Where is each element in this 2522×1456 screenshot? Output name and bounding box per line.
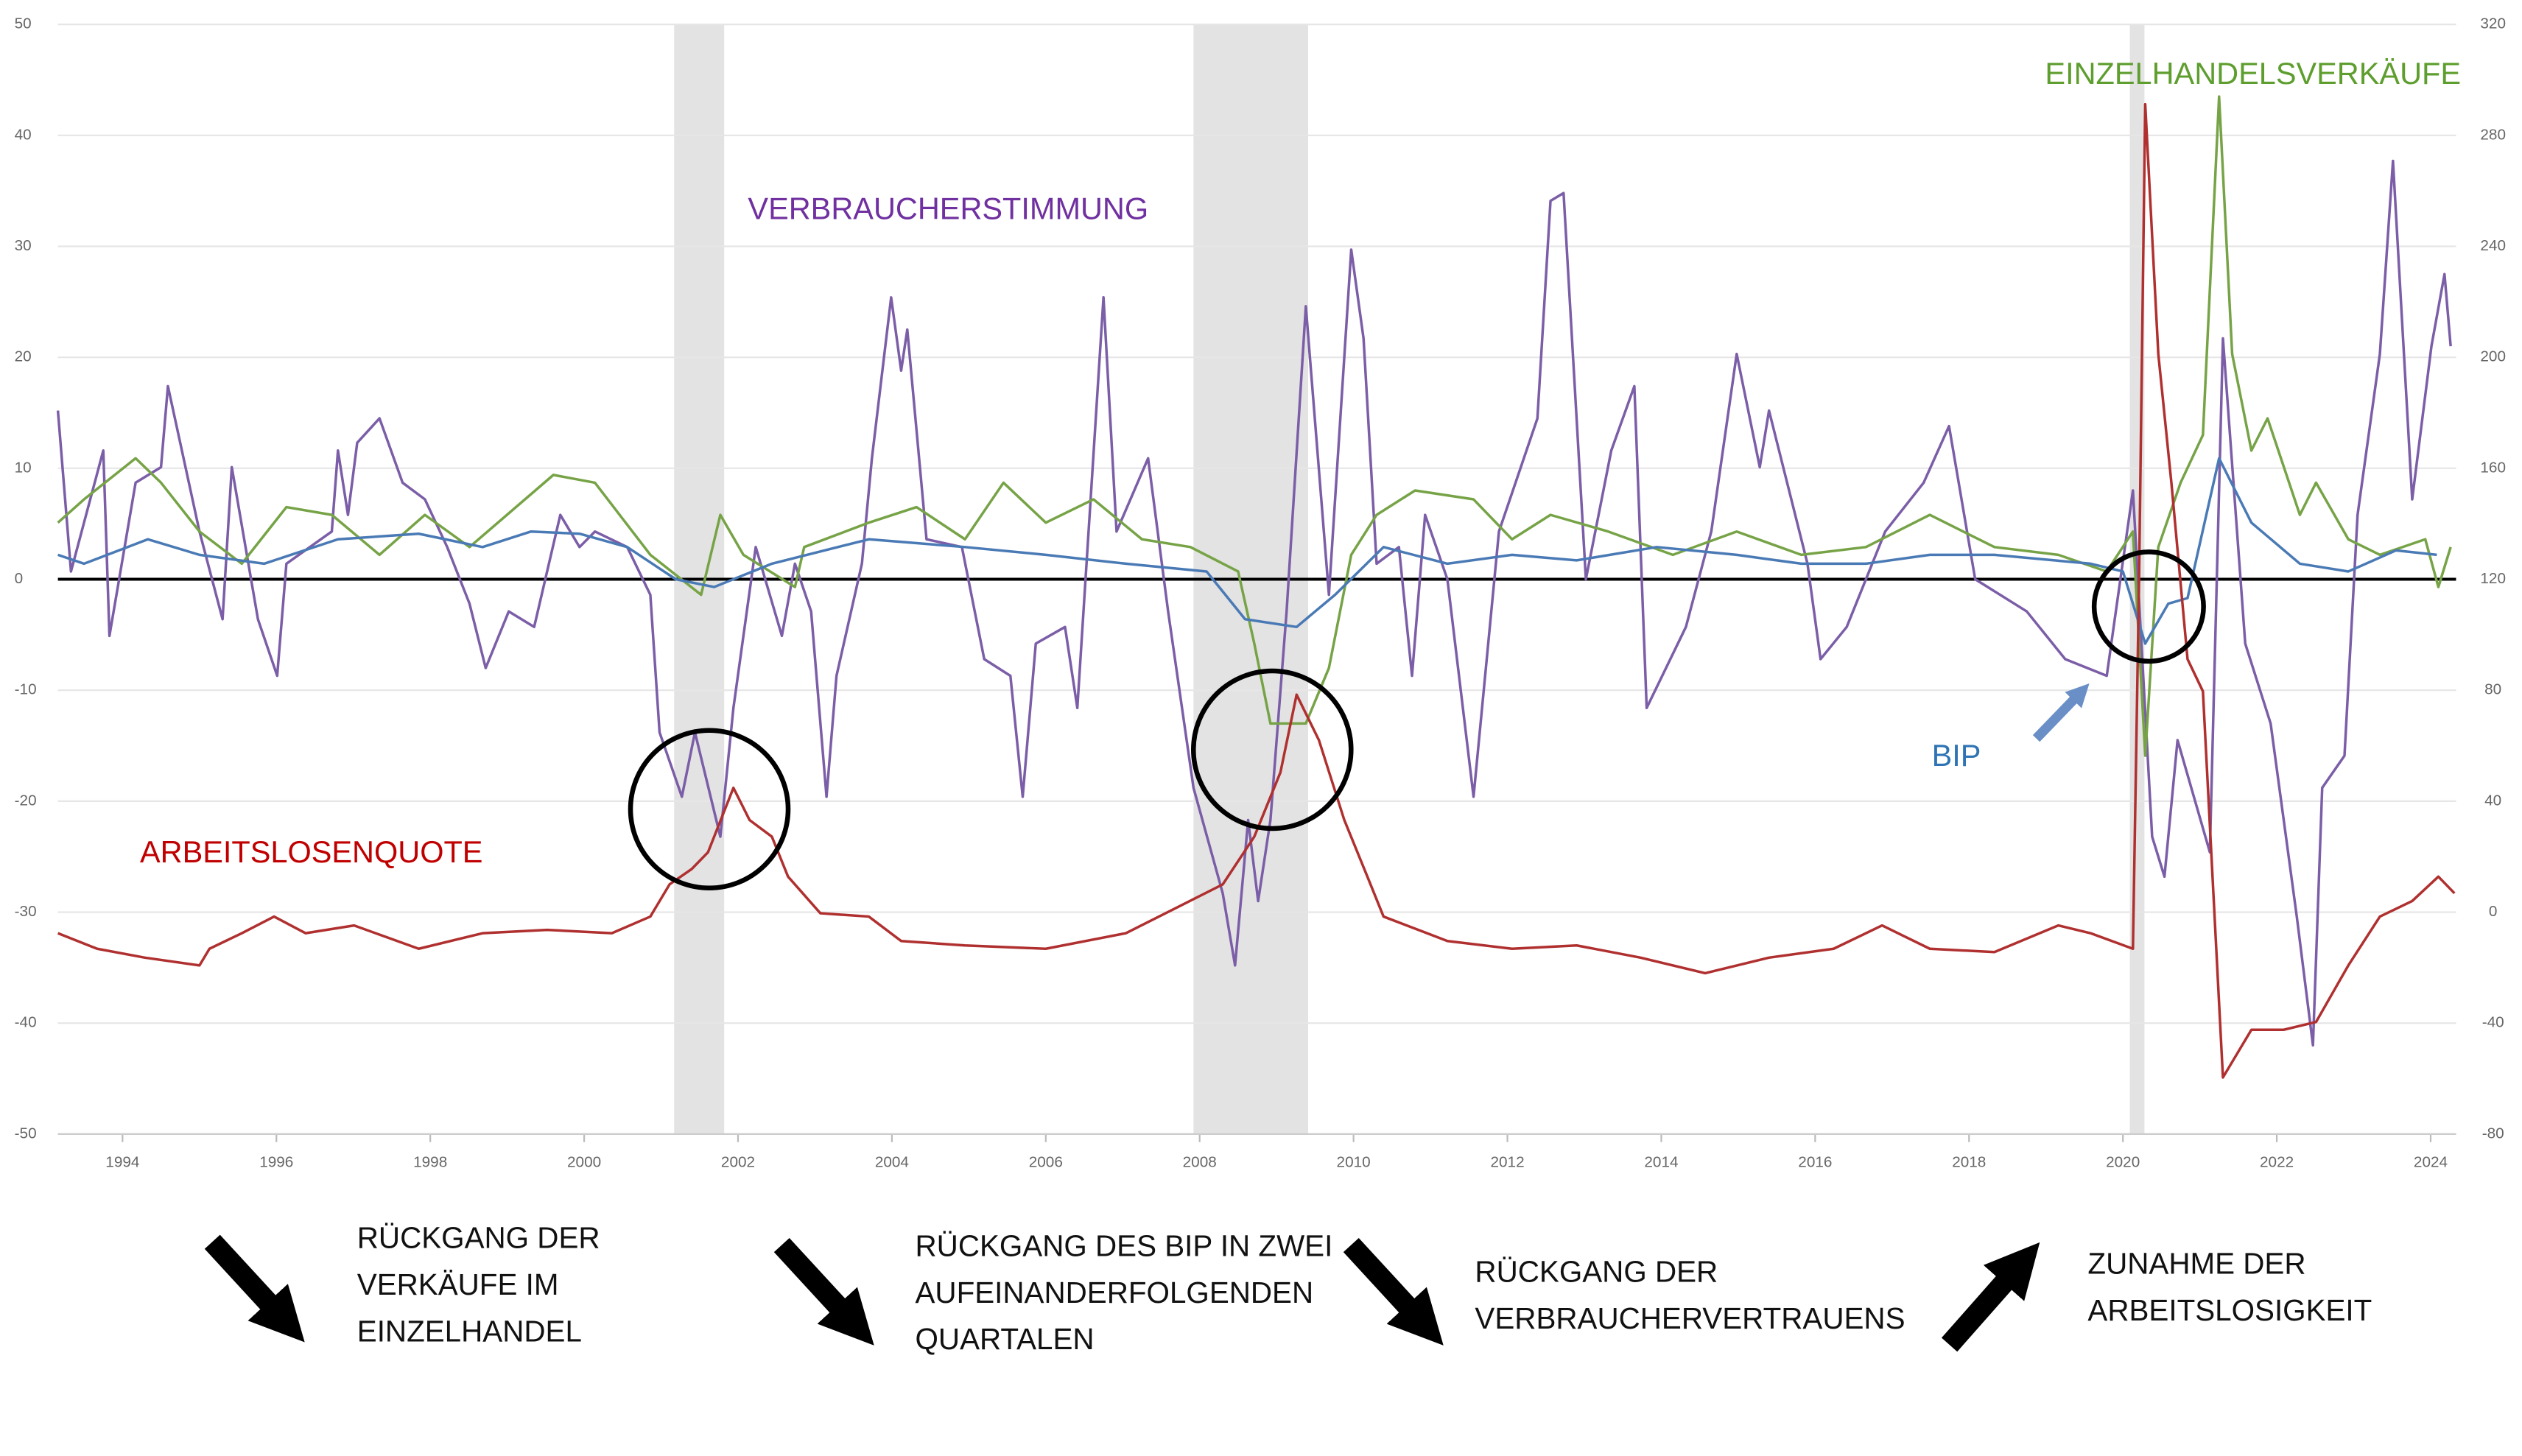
x-tick-label: 1994: [105, 1154, 139, 1171]
note-text: AUFEINANDERFOLGENDEN: [916, 1276, 1314, 1309]
highlight-circle: [2091, 549, 2206, 664]
y2-tick-label: -40: [2482, 1014, 2504, 1031]
pointer-arrow: [2032, 683, 2090, 742]
series-line: [57, 102, 2456, 1079]
x-tick-label: 2012: [1490, 1154, 1524, 1171]
y2-tick-label: 320: [2480, 15, 2506, 32]
note-arrow: [1941, 1242, 2040, 1352]
series-label: EINZELHANDELSVERKÄUFE: [2045, 56, 2461, 91]
x-tick-label: 2020: [2106, 1154, 2140, 1171]
series-line: [57, 95, 2452, 757]
y2-tick-label: 120: [2480, 570, 2506, 587]
note-text: ARBEITSLOSIGKEIT: [2087, 1293, 2372, 1327]
x-tick-label: 2004: [875, 1154, 909, 1171]
note-text: ZUNAHME DER: [2087, 1247, 2305, 1281]
x-tick-label: 2008: [1183, 1154, 1217, 1171]
x-tick-label: 2000: [567, 1154, 601, 1171]
series-label: ARBEITSLOSENQUOTE: [140, 834, 482, 869]
note-text: VERBRAUCHERVERTRAUENS: [1475, 1301, 1905, 1335]
note-text: RÜCKGANG DER: [1475, 1255, 1718, 1289]
y2-tick-label: 280: [2480, 126, 2506, 143]
y-tick-label: -50: [15, 1125, 37, 1142]
x-tick-label: 2006: [1029, 1154, 1063, 1171]
y2-tick-label: 160: [2480, 459, 2506, 476]
y-tick-label: 20: [15, 348, 32, 365]
note-text: RÜCKGANG DES BIP IN ZWEI: [916, 1229, 1333, 1263]
note-arrow: [773, 1237, 874, 1346]
y2-tick-label: 200: [2480, 348, 2506, 365]
y-tick-label: 50: [15, 15, 32, 32]
x-tick-label: 2024: [2414, 1154, 2448, 1171]
y2-tick-label: 0: [2489, 903, 2498, 920]
note-arrow: [204, 1234, 305, 1343]
y2-tick-label: -80: [2482, 1125, 2504, 1142]
x-tick-label: 2010: [1337, 1154, 1371, 1171]
y-tick-label: -30: [15, 903, 37, 920]
highlight-circle: [1191, 668, 1354, 831]
x-tick-label: 2014: [1644, 1154, 1678, 1171]
series-line: [57, 457, 2437, 645]
series-label: VERBRAUCHERSTIMMUNG: [748, 191, 1148, 225]
y-tick-label: 10: [15, 459, 32, 476]
y-tick-label: -20: [15, 792, 37, 809]
note-text: RÜCKGANG DER: [357, 1221, 600, 1255]
y-tick-label: 30: [15, 237, 32, 254]
x-tick-label: 1998: [413, 1154, 447, 1171]
y2-tick-label: 40: [2484, 792, 2501, 809]
y-tick-label: -10: [15, 681, 37, 698]
y-tick-label: 40: [15, 126, 32, 143]
highlight-circle: [628, 728, 791, 891]
x-tick-label: 2022: [2260, 1154, 2294, 1171]
y-tick-label: -40: [15, 1014, 37, 1031]
x-tick-label: 2002: [721, 1154, 755, 1171]
x-tick-label: 2018: [1952, 1154, 1986, 1171]
note-arrow: [1343, 1237, 1444, 1346]
series-line: [56, 159, 2452, 1047]
x-tick-label: 2016: [1798, 1154, 1832, 1171]
y-tick-label: 0: [15, 570, 24, 587]
y2-tick-label: 240: [2480, 237, 2506, 254]
series-label: BIP: [1932, 738, 1981, 773]
x-tick-label: 1996: [259, 1154, 293, 1171]
y2-tick-label: 80: [2484, 681, 2501, 698]
note-text: EINZELHANDEL: [357, 1314, 582, 1348]
note-text: VERKÄUFE IM: [357, 1267, 559, 1301]
note-text: QUARTALEN: [916, 1322, 1095, 1356]
